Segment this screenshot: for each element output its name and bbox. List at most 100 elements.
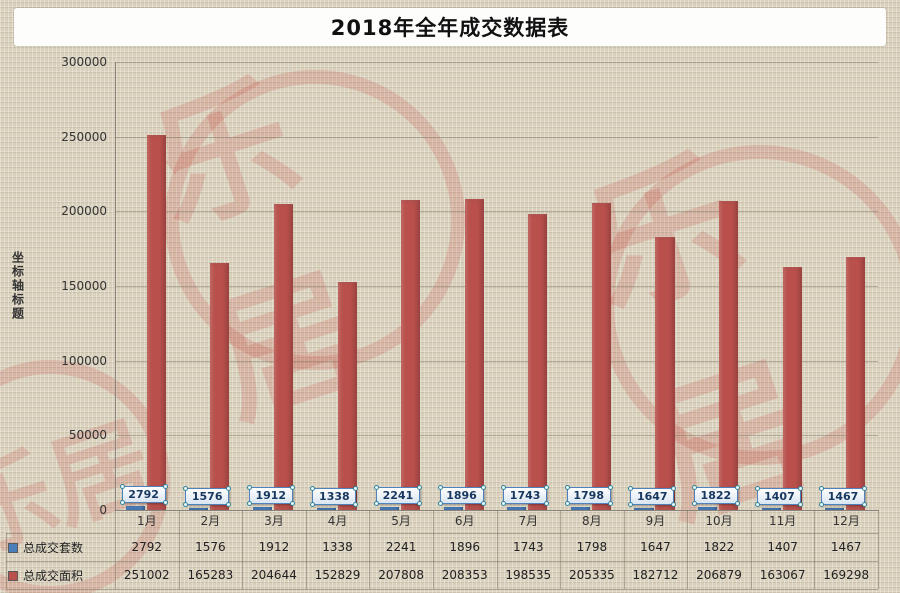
selection-handle[interactable]: [289, 501, 295, 507]
selection-handle[interactable]: [480, 501, 486, 507]
area-bar-1月[interactable]: [146, 135, 166, 510]
selection-handle[interactable]: [798, 485, 804, 491]
selection-handle[interactable]: [691, 485, 697, 491]
units-bar-9月[interactable]: [634, 507, 654, 510]
table-grid-line: [560, 510, 562, 589]
selection-handle[interactable]: [310, 502, 316, 508]
data-label-callout-4月[interactable]: 1338: [310, 486, 359, 508]
grid-line: [115, 62, 878, 63]
data-label-callout-6月[interactable]: 1896: [437, 485, 486, 507]
selection-handle[interactable]: [819, 501, 825, 507]
selection-handle[interactable]: [691, 501, 697, 507]
units-bar-5月[interactable]: [380, 506, 400, 510]
selection-handle[interactable]: [310, 486, 316, 492]
units-bar-6月[interactable]: [443, 507, 463, 510]
grid-line: [115, 435, 878, 437]
x-axis-label-3月: 3月: [264, 514, 284, 528]
selection-handle[interactable]: [755, 501, 761, 507]
area-bar-12月[interactable]: [846, 257, 866, 510]
selection-handle[interactable]: [353, 486, 359, 492]
selection-handle[interactable]: [373, 500, 379, 506]
selection-handle[interactable]: [226, 501, 232, 507]
data-label-callout-1月[interactable]: 2792: [119, 483, 168, 505]
units-bar-1月[interactable]: [125, 505, 145, 510]
data-label-callout-2月[interactable]: 1576: [183, 485, 232, 507]
selection-handle[interactable]: [183, 485, 189, 491]
selection-handle[interactable]: [564, 501, 570, 507]
data-label-callout-12月[interactable]: 1467: [819, 485, 868, 507]
area-bar-2月[interactable]: [210, 263, 230, 510]
table-cell-总成交套数-10月: 1822: [703, 540, 735, 554]
data-label-callout-5月[interactable]: 2241: [373, 484, 422, 506]
area-bar-4月[interactable]: [337, 281, 357, 510]
units-bar-7月[interactable]: [507, 507, 527, 510]
selection-handle[interactable]: [671, 485, 677, 491]
grid-line: [115, 286, 878, 287]
area-bar-6月[interactable]: [464, 198, 484, 510]
selection-handle[interactable]: [544, 501, 550, 507]
area-bar-5月[interactable]: [401, 199, 421, 510]
selection-handle[interactable]: [416, 484, 422, 490]
selection-handle[interactable]: [183, 501, 189, 507]
table-grid-line: [6, 533, 878, 534]
selection-handle[interactable]: [671, 501, 677, 507]
table-grid-line: [369, 510, 371, 589]
selection-handle[interactable]: [416, 500, 422, 506]
selection-handle[interactable]: [734, 501, 740, 507]
selection-handle[interactable]: [798, 501, 804, 507]
area-bar-9月[interactable]: [655, 237, 675, 510]
units-bar-10月[interactable]: [698, 507, 718, 510]
units-bar-12月[interactable]: [825, 507, 845, 510]
data-label-callout-3月[interactable]: 1912: [246, 485, 295, 507]
units-bar-4月[interactable]: [316, 508, 336, 510]
selection-handle[interactable]: [480, 485, 486, 491]
selection-handle[interactable]: [862, 485, 868, 491]
data-label-callout-7月[interactable]: 1743: [501, 485, 550, 507]
selection-handle[interactable]: [226, 485, 232, 491]
table-cell-总成交套数-2月: 1576: [195, 540, 226, 554]
selection-handle[interactable]: [501, 501, 507, 507]
selection-handle[interactable]: [501, 485, 507, 491]
table-cell-总成交面积-6月: 208353: [441, 568, 488, 582]
selection-handle[interactable]: [628, 485, 634, 491]
selection-handle[interactable]: [353, 502, 359, 508]
area-bar-11月[interactable]: [782, 266, 802, 510]
selection-handle[interactable]: [162, 499, 168, 505]
area-bar-7月[interactable]: [528, 213, 548, 510]
area-bar-3月[interactable]: [273, 204, 294, 510]
selection-handle[interactable]: [607, 485, 613, 491]
selection-handle[interactable]: [373, 484, 379, 490]
selection-handle[interactable]: [819, 485, 825, 491]
y-tick-label: 300000: [61, 55, 107, 69]
selection-handle[interactable]: [119, 499, 125, 505]
selection-handle[interactable]: [607, 501, 613, 507]
selection-handle[interactable]: [246, 485, 252, 491]
selection-handle[interactable]: [246, 501, 252, 507]
units-bar-3月[interactable]: [252, 507, 273, 510]
area-bar-8月[interactable]: [591, 203, 611, 510]
plot-area: 2792 1576 1912 1338 2241 1896 1743 1798 1647 1822…: [115, 62, 878, 510]
y-tick-label: 50000: [68, 428, 107, 443]
selection-handle[interactable]: [734, 485, 740, 491]
selection-handle[interactable]: [862, 501, 868, 507]
data-label-callout-9月[interactable]: 1647: [628, 485, 677, 507]
selection-handle[interactable]: [437, 501, 443, 507]
selection-handle[interactable]: [437, 485, 443, 491]
selection-handle[interactable]: [289, 485, 295, 491]
selection-handle[interactable]: [162, 483, 168, 489]
x-axis-label-5月: 5月: [391, 514, 411, 528]
selection-handle[interactable]: [544, 485, 550, 491]
data-label-callout-10月[interactable]: 1822: [691, 485, 740, 507]
area-bar-10月[interactable]: [719, 201, 739, 510]
selection-handle[interactable]: [564, 485, 570, 491]
units-bar-2月[interactable]: [189, 507, 209, 510]
y-tick-label: 200000: [61, 204, 107, 219]
data-label-callout-11月[interactable]: 1407: [755, 485, 804, 507]
x-axis-label-2月: 2月: [200, 514, 221, 528]
selection-handle[interactable]: [119, 483, 125, 489]
units-bar-11月[interactable]: [761, 507, 781, 510]
selection-handle[interactable]: [628, 501, 634, 507]
selection-handle[interactable]: [755, 485, 761, 491]
units-bar-8月[interactable]: [570, 507, 590, 510]
data-label-callout-8月[interactable]: 1798: [564, 485, 613, 507]
